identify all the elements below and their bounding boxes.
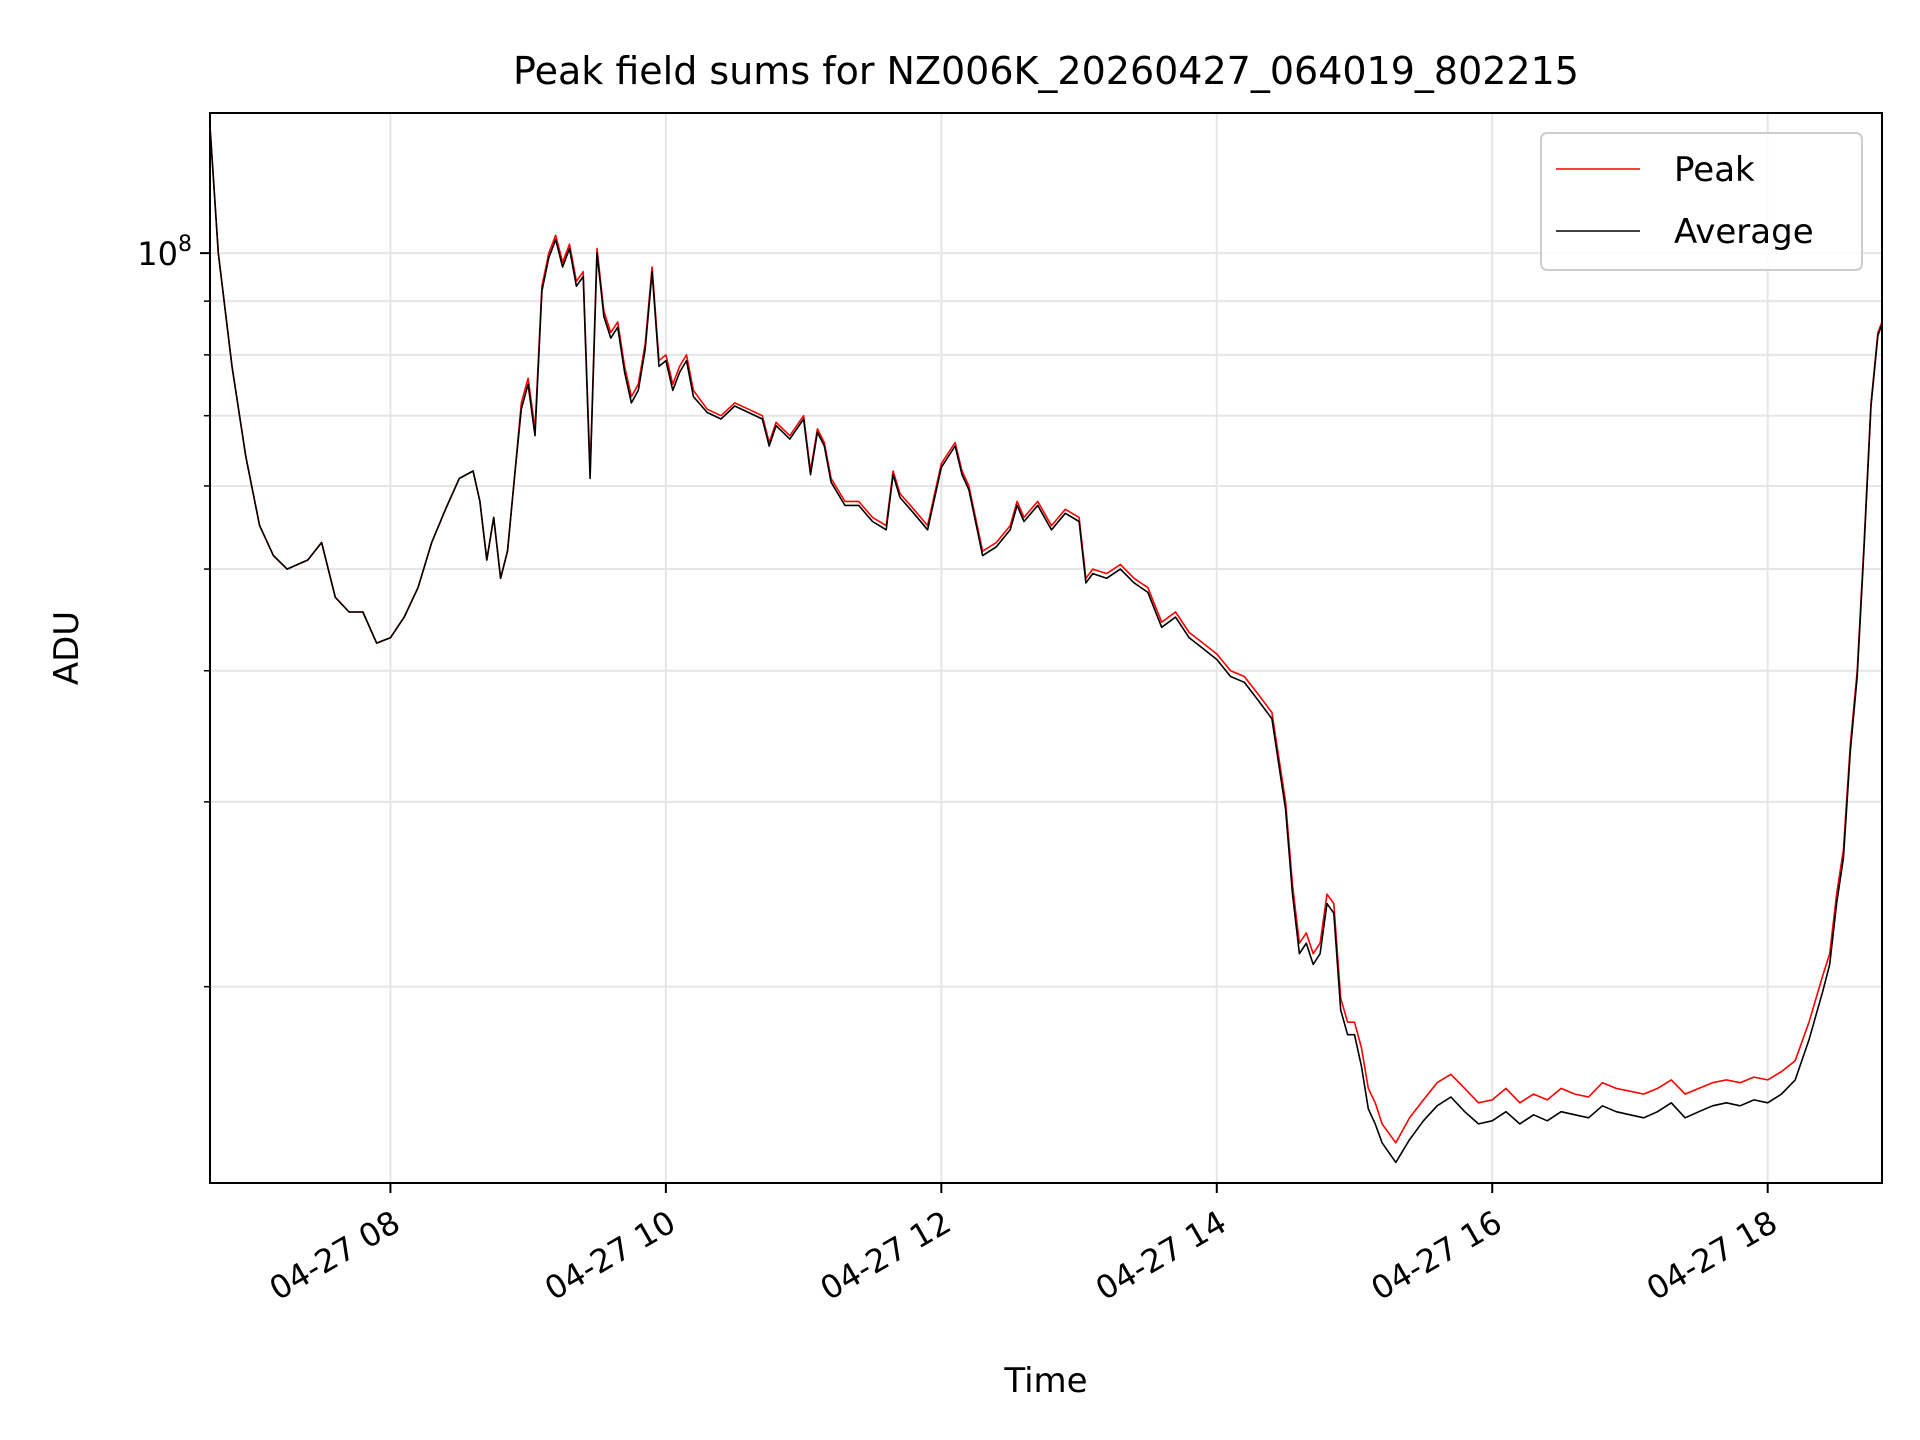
legend-peak-label: Peak: [1674, 150, 1755, 190]
y-axis-ticks: 108: [137, 232, 210, 988]
plot-area-frame: [209, 112, 1883, 1184]
legend: Peak Average: [1540, 132, 1863, 271]
legend-box: [1540, 132, 1863, 271]
chart-title: Peak field sums for NZ006K_20260427_0640…: [513, 49, 1579, 93]
x-axis-label: Time: [1003, 1361, 1087, 1401]
series-line-peak: [209, 126, 1883, 1144]
legend-average-label: Average: [1674, 212, 1814, 252]
grid-lines: [210, 113, 1882, 1183]
y-axis-label: ADU: [47, 611, 87, 685]
y-tick-label: 108: [137, 232, 192, 273]
series-line-average: [209, 126, 1883, 1164]
series-lines: [209, 126, 1883, 1164]
